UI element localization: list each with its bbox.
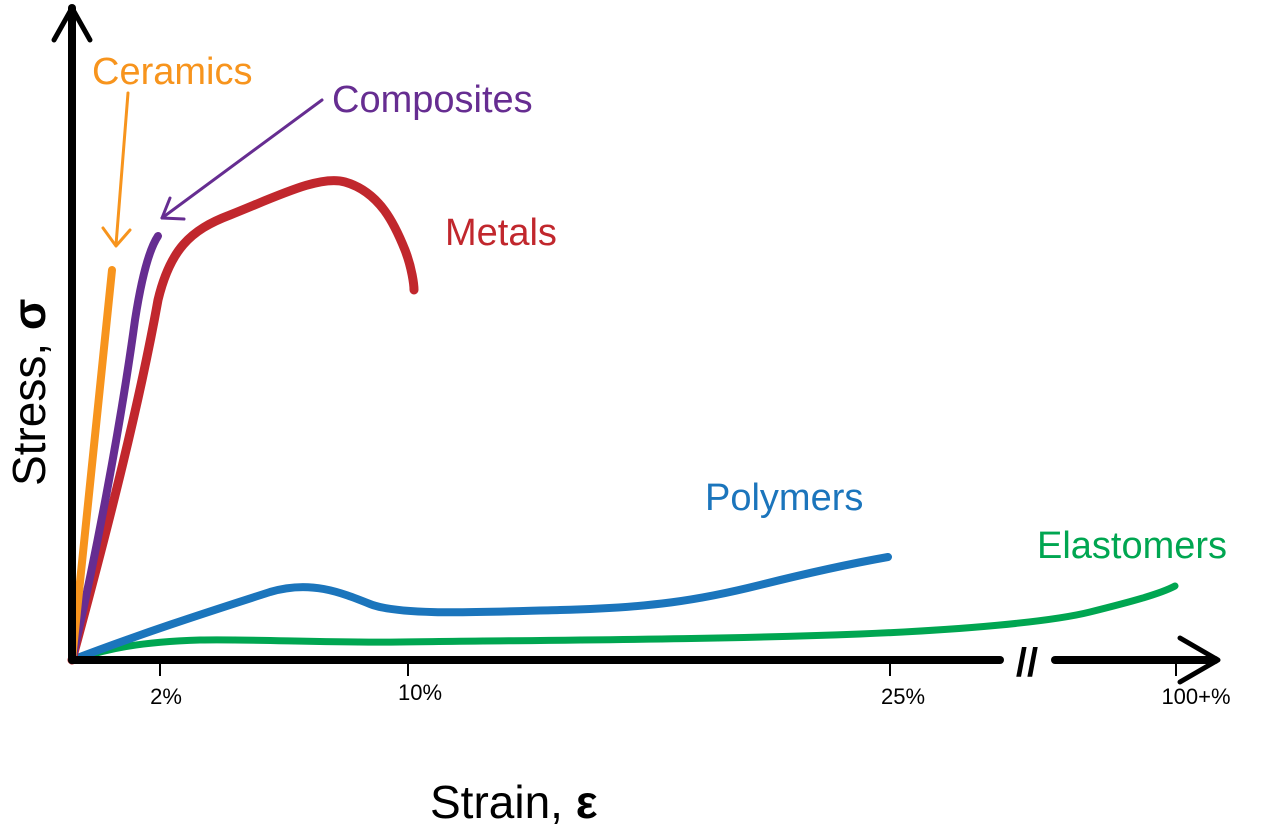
label-metals: Metals — [445, 212, 557, 254]
label-elastomers: Elastomers — [1037, 525, 1227, 567]
label-composites: Composites — [332, 79, 533, 121]
series-line-polymers — [68, 553, 892, 664]
y-axis-title-text: Stress, — [3, 330, 55, 486]
x-tick-label: 2% — [150, 684, 182, 709]
x-tick-label: 100+% — [1161, 684, 1230, 709]
x-axis-title-text: Strain, — [430, 776, 576, 828]
y-axis-title: Stress, σ — [3, 299, 55, 486]
strain-symbol: ε — [576, 776, 598, 828]
series-line-metals — [67, 176, 419, 665]
x-tick-label: 10% — [398, 680, 442, 705]
series-line-ceramics — [68, 266, 116, 664]
x-tick-marks — [159, 660, 1177, 676]
axis-break: // — [1016, 641, 1038, 685]
x-tick-label: 25% — [881, 684, 925, 709]
composites-pointer-arrow — [160, 98, 324, 221]
series-line-composites — [68, 232, 162, 664]
label-ceramics: Ceramics — [92, 51, 252, 93]
label-polymers: Polymers — [705, 477, 863, 519]
series-line-elastomers — [68, 582, 1179, 664]
ceramics-pointer-arrow — [101, 91, 132, 248]
x-axis-title: Strain, ε — [430, 776, 598, 828]
y-axis — [51, 4, 93, 664]
stress-symbol: σ — [3, 299, 55, 330]
x-axis — [68, 635, 1221, 685]
